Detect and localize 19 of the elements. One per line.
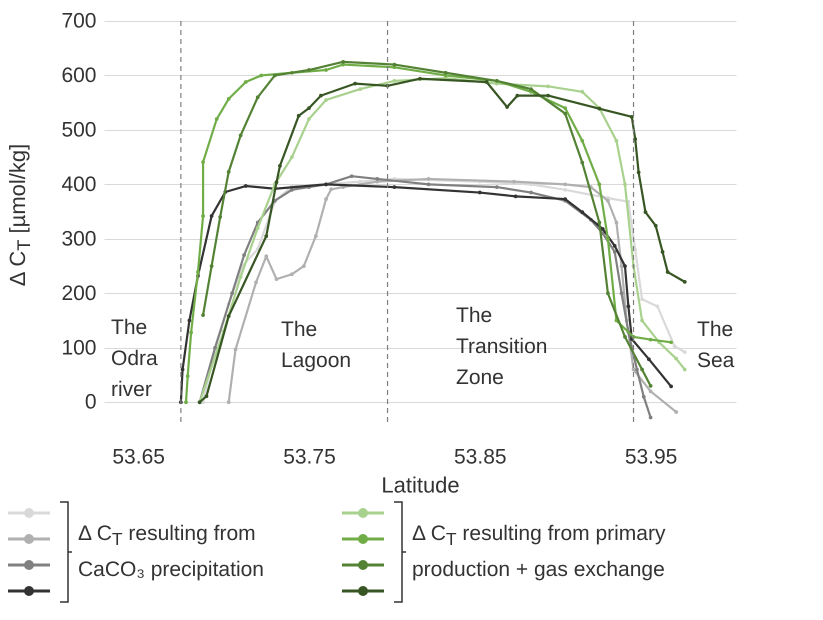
annotation: The Lagoon — [281, 318, 352, 372]
annotation: The Sea — [697, 318, 735, 372]
x-tick-label: 53.75 — [283, 446, 336, 468]
y-tick-label: 200 — [61, 282, 96, 305]
y-tick-label: 0 — [84, 390, 96, 414]
y-tick-label: 100 — [61, 336, 96, 360]
text: Δ C$_{T}$ resulting from primary production + gas exchange — [412, 521, 666, 583]
x-tick-label: 53.95 — [624, 446, 678, 468]
annotation: The Transition Zone — [456, 304, 548, 389]
y-tick-label: 600 — [61, 64, 96, 87]
annotation: The Odra river — [111, 316, 158, 401]
x-tick-label: 53.85 — [454, 446, 507, 468]
y-tick-label: 500 — [61, 118, 96, 142]
y-tick-label: 700 — [61, 10, 96, 32]
text: Δ C$_{T}$ resulting from CaCO₃ precipitation — [78, 521, 265, 583]
x-axis-title: Latitude — [381, 472, 460, 498]
y-tick-label: 400 — [61, 172, 96, 196]
y-tick-label: 300 — [61, 227, 96, 250]
x-tick-label: 53.65 — [112, 446, 165, 468]
